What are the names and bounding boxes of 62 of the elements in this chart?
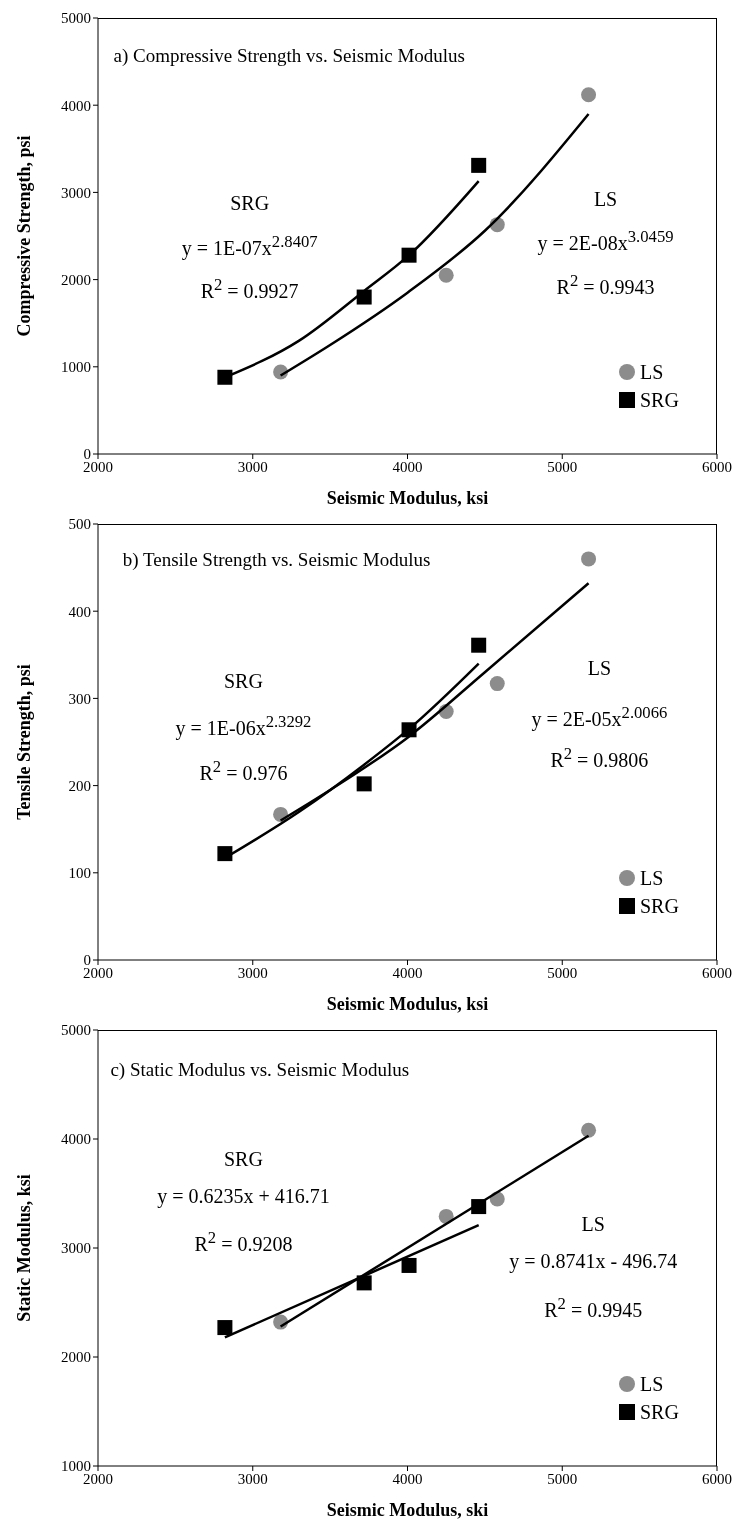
text: b) Tensile Strength vs. Seismic Modulus xyxy=(122,549,431,572)
legend-label: LS xyxy=(639,360,664,384)
annotation: y = 1E-07x$^{2.8407}$ xyxy=(180,231,319,260)
y-tick-label: 4000 xyxy=(61,97,91,114)
annotation: y = 0.6235x + 416.71 xyxy=(156,1184,331,1208)
legend-label: LS xyxy=(639,1372,664,1396)
x-tick-label: 3000 xyxy=(237,1470,268,1487)
text: c) Static Modulus vs. Seismic Modulus xyxy=(110,1059,410,1082)
x-tick-label: 4000 xyxy=(392,458,423,475)
legend-label: LS xyxy=(639,866,664,890)
annotation: R$^{2}$ = 0.9943 xyxy=(555,270,656,299)
annotation: y = 2E-05x$^{2.0066}$ xyxy=(530,702,669,731)
x-tick-label: 3000 xyxy=(237,964,268,981)
x-tick-label: 4000 xyxy=(392,1470,423,1487)
y-tick-label: 0 xyxy=(83,446,91,463)
y-tick-label: 2000 xyxy=(61,1349,91,1366)
legend-label: SRG xyxy=(639,894,679,918)
y-tick-label: 100 xyxy=(68,865,91,882)
annotation: SRG xyxy=(223,1147,264,1171)
y-tick-label: 1000 xyxy=(61,1458,91,1475)
legend-label: SRG xyxy=(639,388,679,412)
x-axis-title: Seismic Modulus, ski xyxy=(326,1500,489,1520)
x-tick-label: 5000 xyxy=(547,458,578,475)
y-tick-label: 4000 xyxy=(61,1131,91,1148)
y-tick-label: 1000 xyxy=(61,359,91,376)
annotation: LS xyxy=(580,1213,606,1237)
y-tick-label: 200 xyxy=(68,777,91,794)
y-tick-label: 400 xyxy=(68,603,91,620)
y-tick-label: 3000 xyxy=(61,184,91,201)
x-tick-label: 6000 xyxy=(702,1470,732,1487)
annotation: LS xyxy=(586,657,613,681)
annotation: R$^{2}$ = 0.9806 xyxy=(549,744,650,772)
y-axis-title: Static Modulus, ksi xyxy=(14,1174,35,1322)
y-axis-title: Compressive Strength, psi xyxy=(14,135,35,337)
x-axis-title: Seismic Modulus, ksi xyxy=(326,994,489,1014)
x-tick-label: 4000 xyxy=(392,964,423,981)
y-axis-title: Tensile Strength, psi xyxy=(14,664,35,820)
annotation: R$^{2}$ = 0.9208 xyxy=(193,1228,294,1257)
annotation: SRG xyxy=(223,670,264,694)
legend-label: SRG xyxy=(639,1400,679,1424)
annotation: R$^{2}$ = 0.9945 xyxy=(543,1293,644,1322)
x-tick-label: 6000 xyxy=(702,458,732,475)
y-tick-label: 300 xyxy=(68,690,91,707)
annotation: R$^{2}$ = 0.976 xyxy=(198,757,289,785)
x-tick-label: 6000 xyxy=(702,964,732,981)
annotation: SRG xyxy=(229,192,271,216)
annotation: y = 0.8741x - 496.74 xyxy=(508,1250,679,1274)
y-tick-label: 3000 xyxy=(61,1240,91,1257)
annotation: y = 2E-08x$^{3.0459}$ xyxy=(536,227,675,256)
y-tick-label: 5000 xyxy=(61,1022,91,1039)
annotation: R$^{2}$ = 0.9927 xyxy=(199,275,300,303)
y-tick-label: 5000 xyxy=(61,10,91,27)
x-tick-label: 5000 xyxy=(547,1470,578,1487)
annotation: y = 1E-06x$^{2.3292}$ xyxy=(174,711,313,740)
x-tick-label: 5000 xyxy=(547,964,578,981)
y-tick-label: 0 xyxy=(83,952,91,969)
x-tick-label: 3000 xyxy=(237,458,268,475)
annotation: LS xyxy=(592,188,619,212)
text: a) Compressive Strength vs. Seismic Modulus xyxy=(113,45,465,68)
y-tick-label: 2000 xyxy=(61,271,91,288)
y-tick-label: 500 xyxy=(68,516,91,533)
x-axis-title: Seismic Modulus, ksi xyxy=(326,488,489,508)
